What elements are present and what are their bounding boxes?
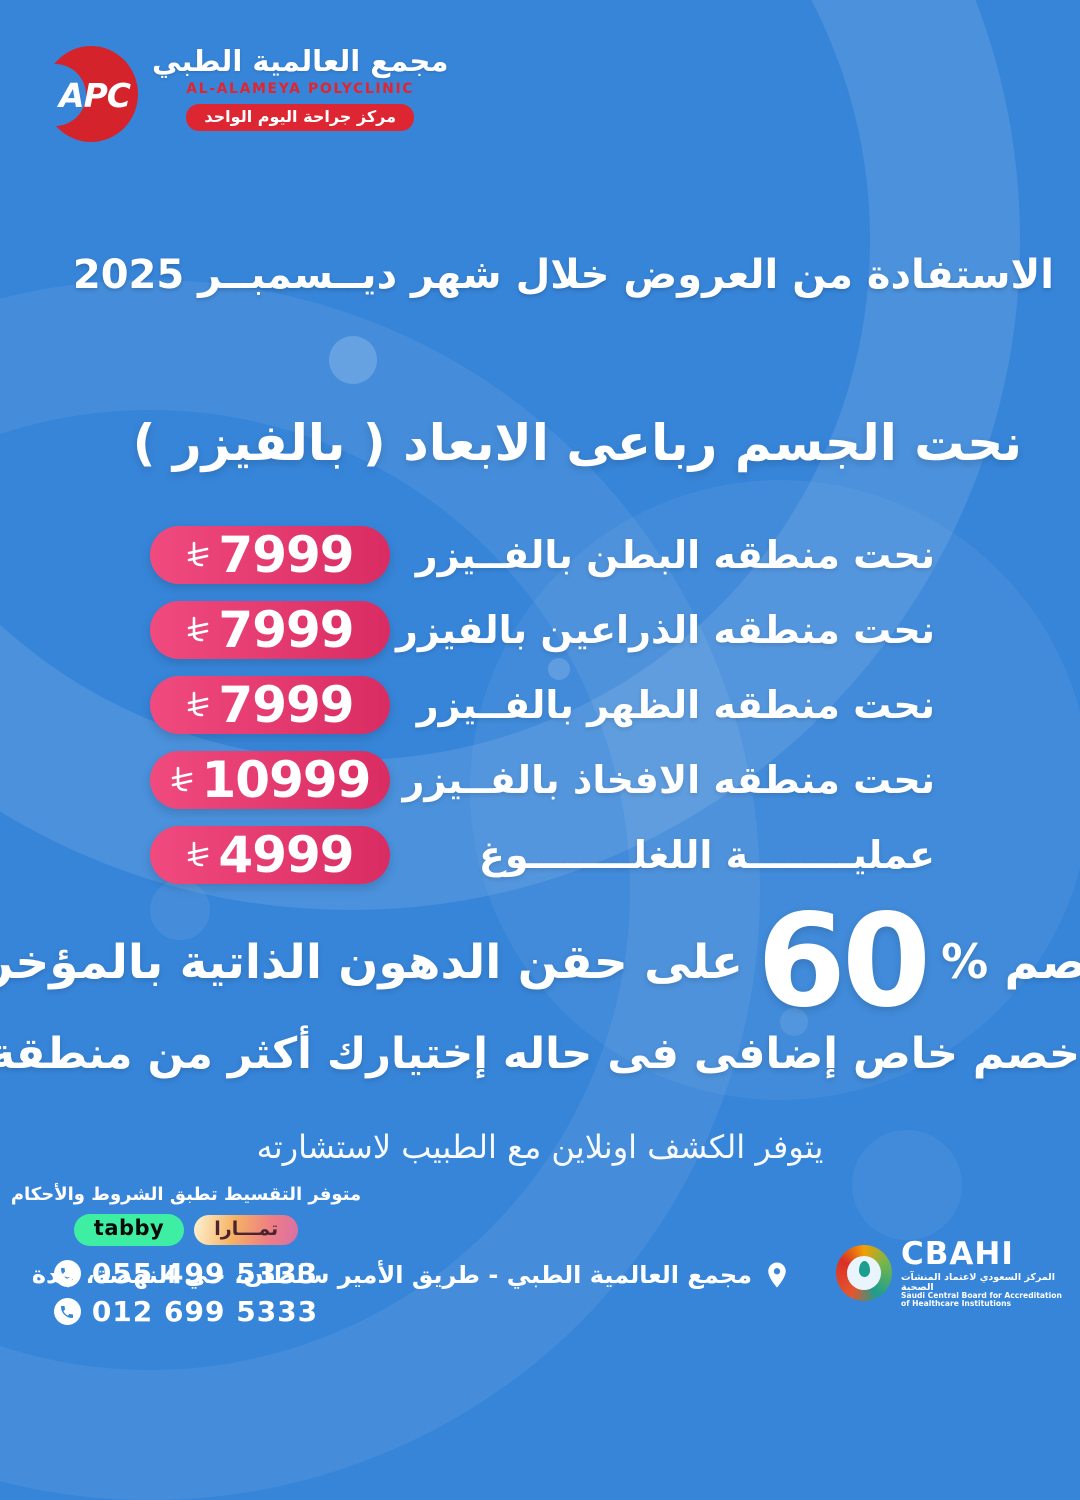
phone-number[interactable]: 012 699 5333 xyxy=(91,1295,319,1329)
procedure-label: نحت منطقه الذراعين بالفيزر xyxy=(395,608,935,652)
price-badge: 7999 xyxy=(150,601,390,659)
brand-tagline-badge: مركز جراحة اليوم الواحد xyxy=(186,103,414,131)
offer-title: نحت الجسم رباعى الابعاد ( بالفيزر ) xyxy=(132,414,1022,472)
cbahi-droplet xyxy=(859,1261,870,1278)
discount-percent: 60 xyxy=(756,887,931,1036)
discount-suffix: على حقن الدهون الذاتية بالمؤخرة xyxy=(0,934,743,990)
brand-text: مجمع العالمية الطبي AL-ALAMEYA POLYCLINI… xyxy=(152,44,449,131)
price-value: 7999 xyxy=(218,601,354,659)
saudi-riyal-symbol-icon xyxy=(188,691,209,717)
brand-name-english: AL-ALAMEYA POLYCLINIC xyxy=(186,80,415,97)
discount-line-2: خصم خاص إضافى فى حاله إختيارك أكثر من من… xyxy=(0,1028,1080,1079)
poster: APC مجمع العالمية الطبي AL-ALAMEYA POLYC… xyxy=(0,44,1080,1329)
phone-row[interactable]: 055 499 5333 xyxy=(53,1257,319,1291)
tamara-badge[interactable]: تمـــارا xyxy=(194,1214,299,1246)
procedure-label: نحت منطقه الافخاذ بالفــيزر xyxy=(402,758,935,802)
location-pin-icon xyxy=(768,1262,786,1288)
footer-left: متوفر التقسيط تطبق الشروط والأحكام tabby… xyxy=(11,1184,361,1329)
discount-prefix: خصم % xyxy=(941,934,1080,990)
price-badge: 7999 xyxy=(150,676,390,734)
logo-acronym: APC xyxy=(59,76,131,115)
apc-crescent-logo-icon: APC xyxy=(24,46,138,142)
price-value: 10999 xyxy=(201,751,372,809)
logo-cutout xyxy=(24,64,86,126)
price-row: نحت منطقه الافخاذ بالفــيزر 10999 xyxy=(150,749,935,811)
cbahi-name-english-1: Saudi Central Board for Accreditation xyxy=(901,1291,1062,1301)
price-badge: 7999 xyxy=(150,526,390,584)
payment-providers: tabby تمـــارا xyxy=(73,1214,299,1247)
installment-note: متوفر التقسيط تطبق الشروط والأحكام xyxy=(10,1184,362,1205)
phone-number[interactable]: 055 499 5333 xyxy=(91,1257,319,1291)
discount-section: خصم % 60 على حقن الدهون الذاتية بالمؤخرة… xyxy=(0,887,1080,1079)
price-badge: 4999 xyxy=(150,826,390,884)
phone-list: 055 499 5333 012 699 5333 xyxy=(53,1257,319,1329)
price-value: 4999 xyxy=(218,826,354,884)
discount-line-1: خصم % 60 على حقن الدهون الذاتية بالمؤخرة xyxy=(0,887,1080,1036)
cbahi-name-english-2: of Healthcare Institutions xyxy=(901,1299,1011,1309)
online-consultation-note: يتوفر الكشف اونلاين مع الطبيب لاستشارته xyxy=(256,1128,824,1166)
phone-icon xyxy=(53,1260,81,1288)
brand-header: APC مجمع العالمية الطبي AL-ALAMEYA POLYC… xyxy=(24,44,449,142)
brand-name-arabic: مجمع العالمية الطبي xyxy=(152,44,449,78)
price-row: نحت منطقه البطن بالفــيزر 7999 xyxy=(150,524,935,586)
saudi-riyal-symbol-icon xyxy=(188,541,209,567)
phone-row[interactable]: 012 699 5333 xyxy=(53,1295,319,1329)
cbahi-accreditation: CBAHI المركز السعودي لاعتماد المنشآت الص… xyxy=(836,1238,1080,1308)
saudi-riyal-symbol-icon xyxy=(171,766,192,792)
price-row: نحت منطقه الذراعين بالفيزر 7999 xyxy=(150,599,935,661)
cbahi-logo-icon xyxy=(836,1245,892,1302)
procedure-label: عمليــــــــة اللغلــــــــوغ xyxy=(478,833,935,877)
cbahi-text: CBAHI المركز السعودي لاعتماد المنشآت الص… xyxy=(901,1238,1080,1308)
saudi-riyal-symbol-icon xyxy=(188,616,209,642)
price-value: 7999 xyxy=(218,526,354,584)
cbahi-acronym: CBAHI xyxy=(901,1236,1014,1272)
procedure-label: نحت منطقه الظهر بالفــيزر xyxy=(416,683,935,727)
price-list: نحت منطقه البطن بالفــيزر 7999 نحت منطقه… xyxy=(150,524,935,886)
phone-icon xyxy=(53,1298,81,1326)
price-badge: 10999 xyxy=(150,751,390,809)
saudi-riyal-symbol-icon xyxy=(188,841,209,867)
address-text: مجمع العالمية الطبي - طريق الأمير سلطان،… xyxy=(31,1261,752,1289)
address-line: مجمع العالمية الطبي - طريق الأمير سلطان،… xyxy=(32,1260,792,1290)
tabby-badge[interactable]: tabby xyxy=(73,1214,185,1247)
procedure-label: نحت منطقه البطن بالفــيزر xyxy=(415,533,935,577)
price-value: 7999 xyxy=(218,676,354,734)
offer-period-line: الاستفادة من العروض خلال شهر ديــسمبــر … xyxy=(72,252,1054,298)
price-row: نحت منطقه الظهر بالفــيزر 7999 xyxy=(150,674,935,736)
price-row: عمليــــــــة اللغلــــــــوغ 4999 xyxy=(150,824,935,886)
cbahi-name-arabic: المركز السعودي لاعتماد المنشآت الصحية xyxy=(901,1271,1055,1293)
